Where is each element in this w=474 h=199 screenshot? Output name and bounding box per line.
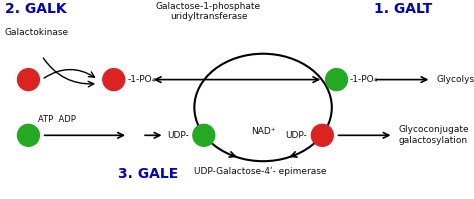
Text: Galactose-1-phosphate
uridyltransferase: Galactose-1-phosphate uridyltransferase: [156, 2, 261, 21]
Text: -1-PO₄: -1-PO₄: [127, 75, 155, 84]
Text: NAD⁺: NAD⁺: [251, 127, 275, 136]
Text: 3. GALE: 3. GALE: [118, 167, 179, 181]
Text: UDP-Galactose-4ʹ- epimerase: UDP-Galactose-4ʹ- epimerase: [194, 167, 327, 176]
Text: UDP-: UDP-: [285, 131, 307, 140]
Text: 2. GALK: 2. GALK: [5, 2, 66, 16]
Ellipse shape: [18, 124, 39, 146]
Ellipse shape: [311, 124, 333, 146]
Text: Glycoconjugate
galactosylation: Glycoconjugate galactosylation: [398, 125, 469, 145]
Ellipse shape: [103, 69, 125, 91]
Ellipse shape: [193, 124, 215, 146]
Text: Galactokinase: Galactokinase: [5, 28, 69, 37]
Text: UDP-: UDP-: [167, 131, 189, 140]
Ellipse shape: [326, 69, 347, 91]
Ellipse shape: [18, 69, 39, 91]
Text: -1-PO₄: -1-PO₄: [350, 75, 378, 84]
Text: 1. GALT: 1. GALT: [374, 2, 433, 16]
Text: Glycolysis: Glycolysis: [436, 75, 474, 84]
Text: ATP  ADP: ATP ADP: [38, 115, 76, 124]
